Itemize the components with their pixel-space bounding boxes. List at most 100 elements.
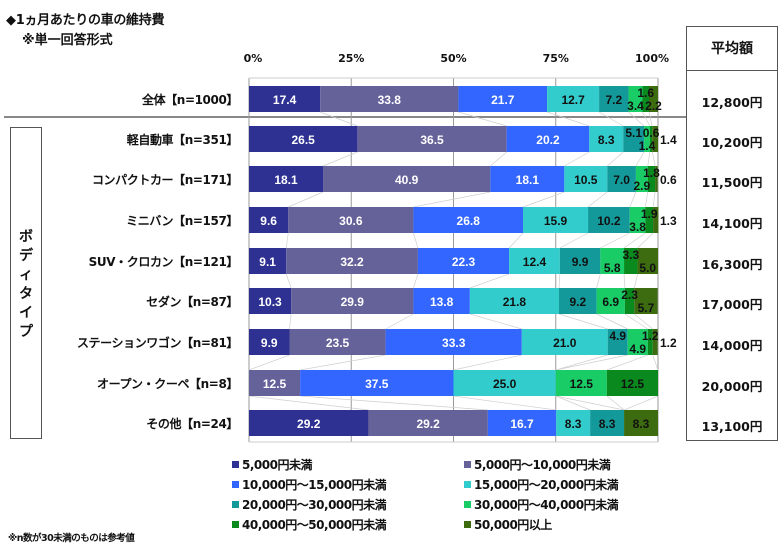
data-label: 2.3 <box>621 288 638 302</box>
series-connector-line <box>652 191 656 208</box>
bar-segment <box>521 329 608 355</box>
series-connector-line <box>598 111 624 127</box>
series-connector-line <box>558 313 608 330</box>
group-label-char: タ <box>19 286 33 302</box>
data-label: 9.9 <box>261 336 278 350</box>
data-label: 23.5 <box>326 336 350 350</box>
bar-segment <box>249 248 287 274</box>
data-label: 10.3 <box>258 295 282 309</box>
series-connector-line <box>587 191 608 208</box>
data-label: 9.9 <box>572 255 589 269</box>
data-label: 20.2 <box>536 133 560 147</box>
group-label-char: ィ <box>19 267 33 283</box>
data-label: 40.9 <box>395 173 419 187</box>
series-connector-line <box>635 151 645 167</box>
data-label: 8.3 <box>599 417 616 431</box>
series-connector-line <box>555 395 625 411</box>
data-label: 6.9 <box>602 295 619 309</box>
bar-segment <box>368 410 488 436</box>
bar-segment <box>645 207 654 233</box>
data-label: 29.2 <box>297 417 321 431</box>
data-label: 2.9 <box>634 179 651 193</box>
series-connector-line <box>458 111 507 127</box>
data-label: 4.9 <box>629 342 646 356</box>
legend-swatch <box>464 501 471 508</box>
data-label: 3.4 <box>627 99 644 113</box>
bar-segment <box>249 288 292 314</box>
data-label: 1.4 <box>639 139 656 153</box>
series-connector-line <box>413 232 419 249</box>
average-value: 17,000円 <box>701 297 763 312</box>
bar-segment <box>624 410 658 436</box>
legend-label: 50,000円以上 <box>474 518 552 532</box>
data-label: 29.9 <box>341 295 365 309</box>
legend-swatch <box>232 501 239 508</box>
bar-segment <box>249 329 290 355</box>
legend-item: 5,000円～10,000円未満 <box>464 456 611 473</box>
series-connector-line <box>623 395 659 411</box>
data-label: 1.8 <box>643 166 660 180</box>
bar-segment <box>629 207 646 233</box>
bar-segment <box>588 207 630 233</box>
legend-item: 5,000円未満 <box>232 456 312 473</box>
series-connector-line <box>555 354 608 371</box>
series-connector-line <box>300 354 386 371</box>
footnote: ※n数が30未満のものは参考値 <box>8 533 135 544</box>
series-connector-line <box>607 151 624 167</box>
overall-separator-line <box>4 116 686 118</box>
bar-segment <box>624 288 635 314</box>
bar-segment <box>413 288 470 314</box>
bar-segment <box>559 248 601 274</box>
series-connector-line <box>413 273 419 289</box>
bar-segment <box>357 126 507 152</box>
series-connector-line <box>564 151 590 167</box>
series-connector-line <box>285 273 292 289</box>
bar-segment <box>559 288 597 314</box>
legend-item: 20,000円～30,000円未満 <box>232 496 387 513</box>
legend-label: 20,000円～30,000円未満 <box>242 498 387 512</box>
group-label-char: デ <box>19 248 33 264</box>
data-label: 9.2 <box>569 295 586 309</box>
legend-item: 50,000円以上 <box>464 516 552 533</box>
series-connector-line <box>623 232 646 249</box>
legend-swatch <box>464 481 471 488</box>
bar-segment <box>453 370 556 396</box>
legend-label: 10,000円～15,000円未満 <box>242 478 387 492</box>
average-value: 12,800円 <box>701 95 763 110</box>
bar-segment <box>599 86 629 112</box>
legend-label: 30,000円～40,000円未満 <box>474 498 619 512</box>
bar-segment <box>653 207 659 233</box>
group-label-char: プ <box>19 324 33 340</box>
legend-label: 40,000円～50,000円未満 <box>242 518 387 532</box>
bar-segment <box>523 207 589 233</box>
category-label: 軽自動車【n=351】 <box>126 133 239 147</box>
bar-segment <box>323 166 491 192</box>
series-connector-line <box>637 232 654 249</box>
chart-subtitle: ※単一回答形式 <box>22 33 113 48</box>
data-label: 18.1 <box>516 173 540 187</box>
bar-segment <box>590 410 625 436</box>
average-value: 10,200円 <box>701 135 763 150</box>
series-connector-line <box>558 273 561 289</box>
series-connector-line <box>453 354 522 371</box>
bar-segment <box>458 86 548 112</box>
bar-segment <box>556 410 591 436</box>
average-table: 平均額 12,800円 10,200円 11,500円 14,100円 16,300円 1… <box>686 26 778 441</box>
bar-segment <box>385 329 522 355</box>
legend-item: 15,000円～20,000円未満 <box>464 476 619 493</box>
bar-segment <box>413 207 524 233</box>
x-tick-label: 75% <box>542 52 569 65</box>
series-connector-line <box>634 313 653 330</box>
data-label: 9.6 <box>260 214 277 228</box>
series-connector-line <box>629 191 637 208</box>
data-label: 8.3 <box>598 133 615 147</box>
data-label: 29.2 <box>416 417 440 431</box>
data-label: 5.0 <box>639 261 656 275</box>
bar-segment <box>249 370 301 396</box>
data-label: 8.3 <box>633 417 650 431</box>
data-label: 10.2 <box>597 214 621 228</box>
data-label: 32.2 <box>340 255 364 269</box>
group-label-char: イ <box>19 305 33 321</box>
category-label: コンパクトカー【n=171】 <box>91 173 238 187</box>
average-value: 11,500円 <box>701 175 763 190</box>
